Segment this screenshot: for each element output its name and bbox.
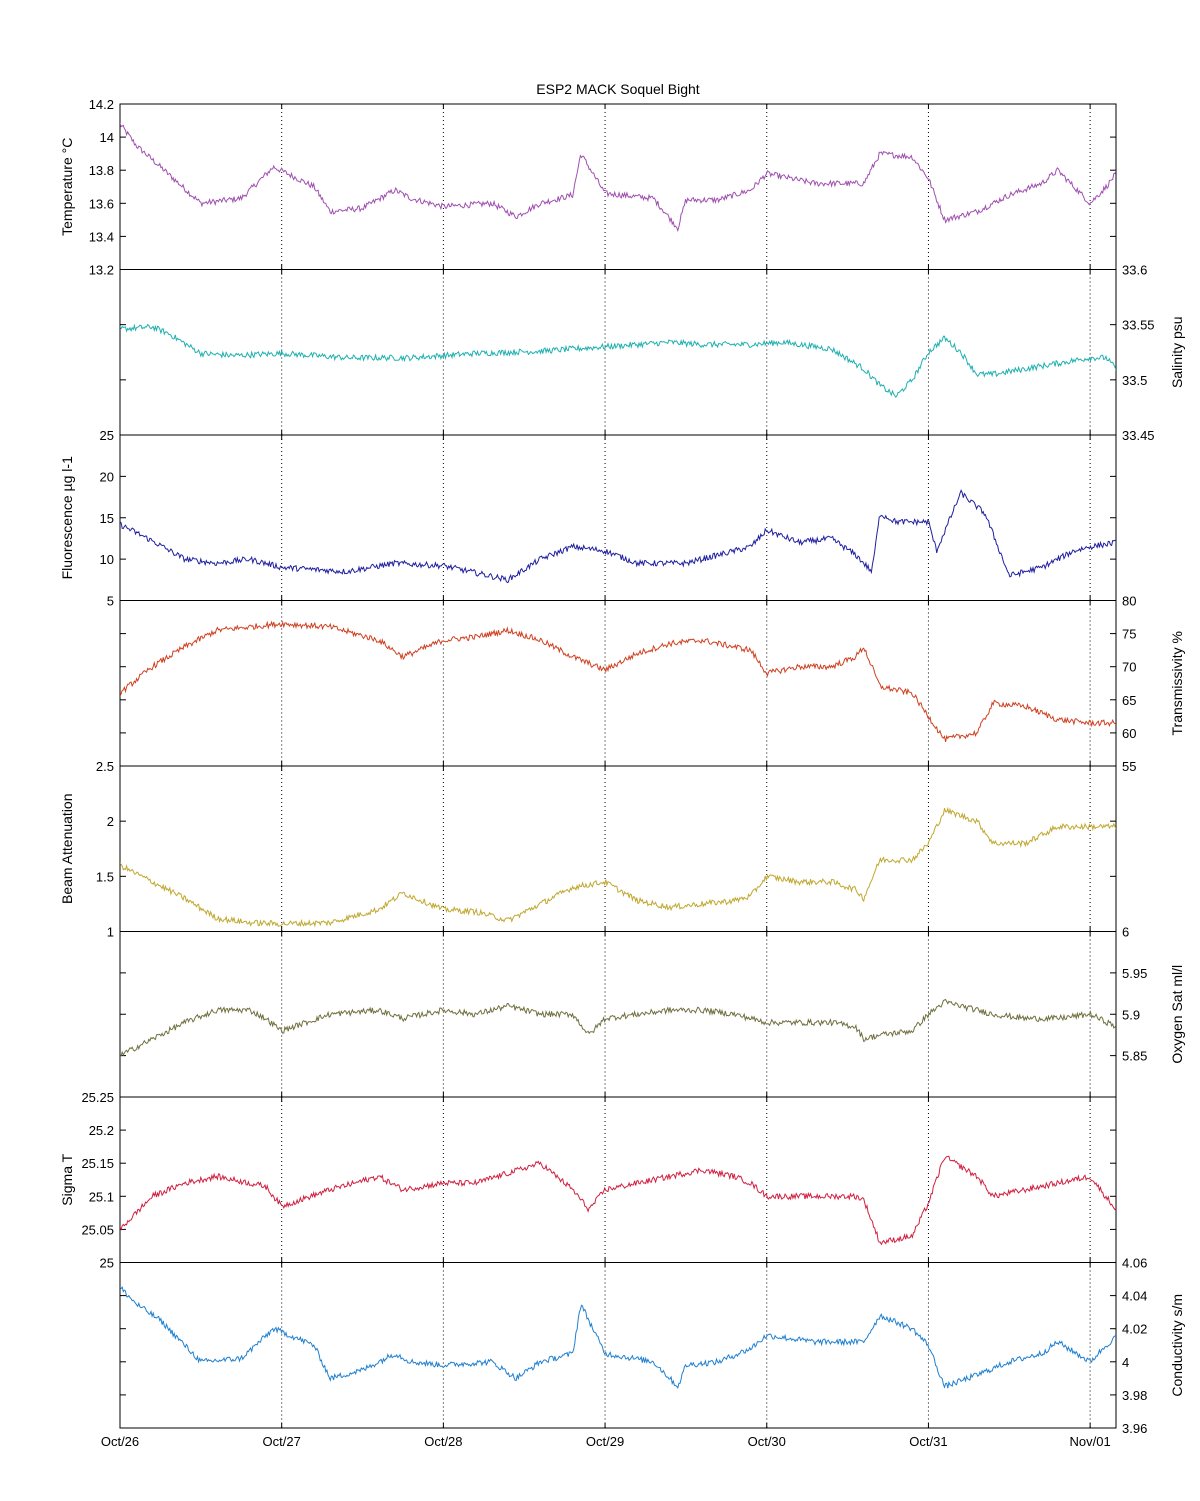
y-tick-label: 25.2 xyxy=(89,1123,114,1138)
series-line xyxy=(120,620,1116,742)
y-tick-label: 25.15 xyxy=(81,1156,114,1171)
y-tick-label: 15 xyxy=(100,511,114,526)
y-axis-title: Temperature °C xyxy=(59,138,75,236)
y-tick-label: 75 xyxy=(1122,627,1136,642)
panel-5: 5.85 5.9 5.95 6 Oxygen Sat ml/l xyxy=(119,925,1185,1098)
series-line xyxy=(120,122,1116,233)
y-tick-label: 5.9 xyxy=(1122,1007,1140,1022)
x-tick-label: Nov/01 xyxy=(1070,1434,1111,1449)
series-line xyxy=(120,806,1116,928)
x-tick-label: Oct/29 xyxy=(586,1434,624,1449)
series-line xyxy=(120,323,1116,399)
y-tick-label: 13.4 xyxy=(89,229,114,244)
series-line xyxy=(120,1155,1116,1246)
y-tick-label: 25.25 xyxy=(81,1090,114,1105)
chart-title: ESP2 MACK Soquel Bight xyxy=(536,81,700,97)
y-tick-label: 13.6 xyxy=(89,196,114,211)
x-tick-label: Oct/28 xyxy=(424,1434,462,1449)
y-tick-label: 25 xyxy=(100,428,114,443)
y-tick-label: 25.05 xyxy=(81,1222,114,1237)
y-axis-title: Sigma T xyxy=(59,1153,75,1205)
y-tick-label: 2.5 xyxy=(96,759,114,774)
y-axis-title: Transmissivity % xyxy=(1169,631,1185,736)
y-tick-label: 3.96 xyxy=(1122,1421,1147,1436)
y-tick-label: 25.1 xyxy=(89,1189,114,1204)
y-axis-title: Oxygen Sat ml/l xyxy=(1169,965,1185,1064)
x-tick-label: Oct/31 xyxy=(909,1434,947,1449)
y-tick-label: 60 xyxy=(1122,726,1136,741)
y-tick-label: 33.6 xyxy=(1122,263,1147,278)
series-line xyxy=(120,1286,1116,1389)
y-tick-label: 33.55 xyxy=(1122,318,1155,333)
y-axis-title: Fluorescence µg l-1 xyxy=(59,456,75,579)
panel-7: 3.96 3.98 4 4.02 4.04 4.06 Conductivity s/m xyxy=(119,1256,1185,1436)
y-tick-label: 10 xyxy=(100,552,114,567)
y-tick-label: 14 xyxy=(100,130,114,145)
y-tick-label: 20 xyxy=(100,469,114,484)
y-axis-title: Salinity psu xyxy=(1169,316,1185,388)
y-tick-label: 33.5 xyxy=(1122,373,1147,388)
panel-frame xyxy=(119,1262,1117,1429)
x-tick-label: Oct/26 xyxy=(101,1434,139,1449)
y-tick-label: 4 xyxy=(1122,1355,1129,1370)
y-tick-label: 55 xyxy=(1122,759,1136,774)
y-tick-label: 2 xyxy=(107,814,114,829)
y-tick-label: 70 xyxy=(1122,660,1136,675)
y-tick-label: 14.2 xyxy=(89,97,114,112)
y-tick-label: 4.04 xyxy=(1122,1289,1147,1304)
y-tick-label: 5.95 xyxy=(1122,966,1147,981)
y-tick-label: 33.45 xyxy=(1122,428,1155,443)
y-tick-label: 1.5 xyxy=(96,869,114,884)
y-axis-title: Beam Attenuation xyxy=(59,793,75,904)
y-tick-label: 5 xyxy=(107,594,114,609)
y-tick-label: 65 xyxy=(1122,693,1136,708)
y-tick-label: 13.2 xyxy=(89,263,114,278)
x-tick-label: Oct/30 xyxy=(748,1434,786,1449)
y-tick-label: 25 xyxy=(100,1256,114,1271)
y-tick-label: 1 xyxy=(107,925,114,940)
panel-6: 25 25.05 25.1 25.15 25.2 25.25 Sigma T xyxy=(59,1090,1117,1271)
y-tick-label: 13.8 xyxy=(89,163,114,178)
y-tick-label: 3.98 xyxy=(1122,1388,1147,1403)
y-tick-label: 4.06 xyxy=(1122,1256,1147,1271)
y-tick-label: 4.02 xyxy=(1122,1322,1147,1337)
y-tick-label: 5.85 xyxy=(1122,1049,1147,1064)
y-tick-label: 80 xyxy=(1122,594,1136,609)
series-line xyxy=(120,998,1116,1057)
y-tick-label: 6 xyxy=(1122,925,1129,940)
y-axis-title: Conductivity s/m xyxy=(1169,1294,1185,1397)
series-line xyxy=(120,489,1116,584)
x-tick-label: Oct/27 xyxy=(263,1434,301,1449)
